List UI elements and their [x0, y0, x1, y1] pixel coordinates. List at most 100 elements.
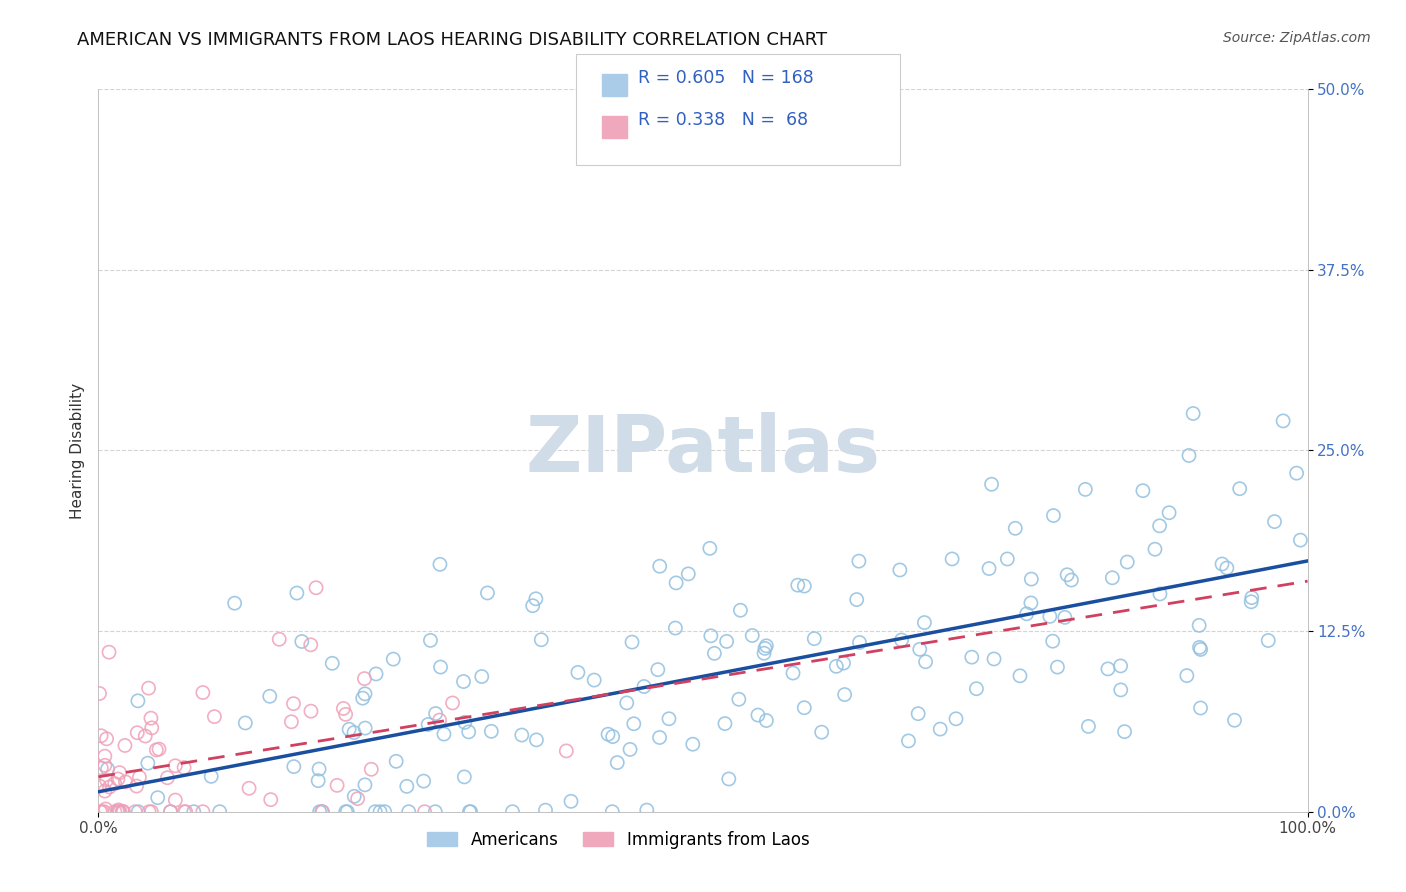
Point — [429, 713, 451, 727]
Point — [457, 724, 479, 739]
Point — [1223, 713, 1246, 727]
Point — [1229, 482, 1251, 496]
Point — [1178, 449, 1201, 463]
Point — [94, 758, 117, 772]
Point — [453, 770, 475, 784]
Point — [596, 727, 619, 741]
Point — [90, 805, 112, 819]
Point — [90, 729, 112, 743]
Point — [1149, 587, 1171, 601]
Point — [98, 780, 121, 794]
Text: AMERICAN VS IMMIGRANTS FROM LAOS HEARING DISABILITY CORRELATION CHART: AMERICAN VS IMMIGRANTS FROM LAOS HEARING… — [77, 31, 828, 49]
Point — [600, 805, 623, 819]
Point — [156, 771, 179, 785]
Point — [941, 552, 963, 566]
Point — [418, 717, 440, 731]
Text: R = 0.605   N = 168: R = 0.605 N = 168 — [638, 70, 814, 87]
Point — [460, 805, 482, 819]
Point — [89, 686, 111, 700]
Point — [224, 596, 246, 610]
Point — [127, 725, 149, 739]
Point — [107, 772, 129, 786]
Point — [907, 706, 929, 721]
Point — [337, 723, 360, 737]
Point — [977, 561, 1000, 575]
Point — [425, 706, 447, 721]
Point — [412, 774, 434, 789]
Point — [368, 805, 391, 819]
Point — [233, 716, 256, 731]
Point — [107, 803, 129, 817]
Point — [336, 805, 359, 819]
Point — [1008, 669, 1031, 683]
Point — [793, 579, 815, 593]
Point — [890, 633, 912, 648]
Point — [433, 727, 456, 741]
Point — [458, 805, 481, 819]
Point — [1216, 561, 1239, 575]
Point — [104, 776, 127, 790]
Point — [299, 638, 322, 652]
Point — [522, 599, 544, 613]
Point — [107, 805, 129, 819]
Point — [354, 778, 377, 792]
Point — [96, 762, 118, 776]
Point — [1143, 542, 1166, 557]
Point — [429, 558, 451, 572]
Point — [471, 669, 494, 683]
Point — [1189, 701, 1212, 715]
Point — [479, 724, 502, 739]
Point — [364, 805, 387, 819]
Point — [703, 646, 725, 660]
Point — [848, 554, 870, 568]
Point — [96, 731, 118, 746]
Point — [138, 805, 160, 819]
Point — [413, 805, 436, 819]
Point — [1097, 662, 1119, 676]
Text: R = 0.338   N =  68: R = 0.338 N = 68 — [638, 112, 808, 129]
Point — [124, 805, 146, 819]
Point — [530, 632, 553, 647]
Point — [477, 586, 499, 600]
Point — [360, 762, 382, 776]
Point — [111, 805, 134, 819]
Point — [127, 694, 149, 708]
Point — [374, 805, 396, 819]
Point — [146, 790, 169, 805]
Point — [385, 754, 408, 768]
Point — [803, 632, 825, 646]
Point — [94, 749, 117, 764]
Point — [191, 685, 214, 699]
Point — [183, 805, 205, 819]
Point — [332, 701, 354, 715]
Point — [524, 591, 547, 606]
Point — [616, 696, 638, 710]
Point — [534, 803, 557, 817]
Point — [127, 805, 149, 819]
Point — [165, 793, 187, 807]
Point — [782, 666, 804, 681]
Point — [848, 635, 870, 649]
Point — [395, 780, 418, 794]
Point — [90, 761, 112, 775]
Point — [1263, 515, 1285, 529]
Point — [1289, 533, 1312, 548]
Point — [398, 805, 420, 819]
Point — [260, 792, 283, 806]
Point — [810, 725, 832, 739]
Point — [114, 775, 136, 789]
Point — [1074, 483, 1097, 497]
Point — [727, 692, 749, 706]
Point — [269, 632, 291, 647]
Point — [343, 789, 366, 804]
Point — [700, 629, 723, 643]
Point — [364, 667, 387, 681]
Point — [1021, 572, 1043, 586]
Point — [755, 714, 778, 728]
Point — [664, 621, 686, 635]
Point — [311, 805, 333, 819]
Point — [138, 681, 160, 695]
Point — [321, 657, 343, 671]
Point — [335, 805, 357, 819]
Point — [326, 778, 349, 792]
